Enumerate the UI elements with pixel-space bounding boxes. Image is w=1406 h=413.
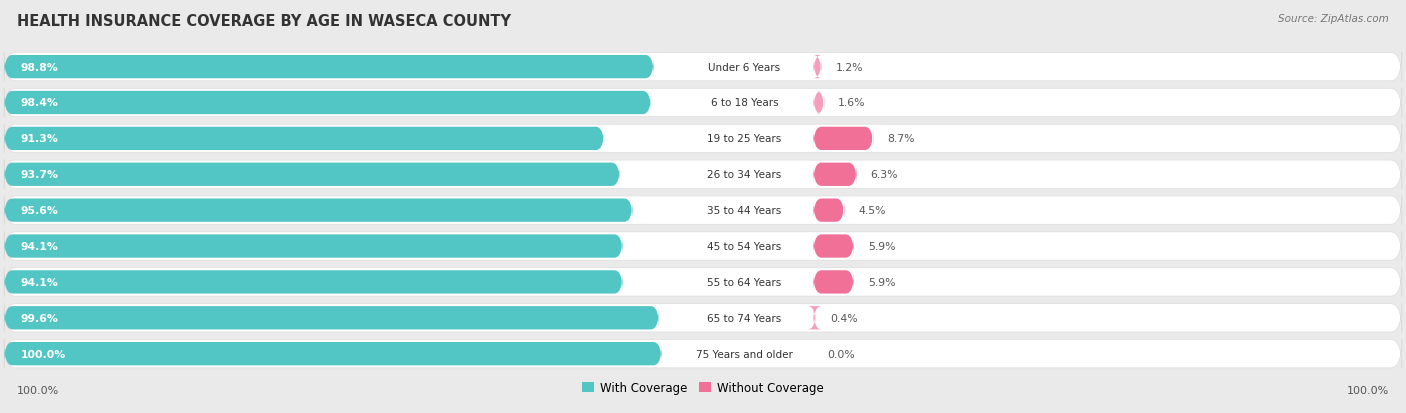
Text: 100.0%: 100.0%	[21, 349, 66, 359]
FancyBboxPatch shape	[813, 127, 873, 151]
FancyBboxPatch shape	[4, 160, 1402, 189]
Text: 4.5%: 4.5%	[858, 206, 886, 216]
Text: 5.9%: 5.9%	[868, 277, 896, 287]
Text: Under 6 Years: Under 6 Years	[709, 62, 780, 72]
FancyBboxPatch shape	[4, 125, 1402, 154]
FancyBboxPatch shape	[4, 304, 1402, 332]
Text: 35 to 44 Years: 35 to 44 Years	[707, 206, 782, 216]
Text: 6 to 18 Years: 6 to 18 Years	[710, 98, 778, 108]
Text: 0.0%: 0.0%	[827, 349, 855, 359]
FancyBboxPatch shape	[4, 89, 1402, 118]
Text: 100.0%: 100.0%	[17, 385, 59, 395]
Text: 94.1%: 94.1%	[21, 242, 59, 252]
FancyBboxPatch shape	[4, 92, 651, 115]
Text: 91.3%: 91.3%	[21, 134, 59, 144]
FancyBboxPatch shape	[4, 232, 1402, 261]
FancyBboxPatch shape	[813, 235, 853, 258]
FancyBboxPatch shape	[4, 268, 1402, 297]
FancyBboxPatch shape	[808, 306, 821, 330]
FancyBboxPatch shape	[4, 271, 623, 294]
FancyBboxPatch shape	[4, 196, 1402, 225]
FancyBboxPatch shape	[4, 53, 1402, 82]
Text: 98.8%: 98.8%	[21, 62, 59, 72]
FancyBboxPatch shape	[4, 199, 633, 222]
Text: 0.4%: 0.4%	[830, 313, 858, 323]
Text: 6.3%: 6.3%	[870, 170, 898, 180]
Text: 8.7%: 8.7%	[887, 134, 914, 144]
Legend: With Coverage, Without Coverage: With Coverage, Without Coverage	[578, 377, 828, 399]
FancyBboxPatch shape	[813, 199, 844, 222]
Text: 93.7%: 93.7%	[21, 170, 59, 180]
Text: 75 Years and older: 75 Years and older	[696, 349, 793, 359]
FancyBboxPatch shape	[4, 163, 620, 187]
Text: 65 to 74 Years: 65 to 74 Years	[707, 313, 782, 323]
Text: 26 to 34 Years: 26 to 34 Years	[707, 170, 782, 180]
FancyBboxPatch shape	[4, 235, 623, 258]
FancyBboxPatch shape	[4, 342, 662, 366]
Text: 5.9%: 5.9%	[868, 242, 896, 252]
FancyBboxPatch shape	[813, 163, 856, 187]
Text: 99.6%: 99.6%	[21, 313, 59, 323]
Text: 45 to 54 Years: 45 to 54 Years	[707, 242, 782, 252]
FancyBboxPatch shape	[4, 127, 605, 151]
Text: HEALTH INSURANCE COVERAGE BY AGE IN WASECA COUNTY: HEALTH INSURANCE COVERAGE BY AGE IN WASE…	[17, 14, 510, 29]
Text: 1.6%: 1.6%	[838, 98, 866, 108]
Text: 55 to 64 Years: 55 to 64 Years	[707, 277, 782, 287]
FancyBboxPatch shape	[4, 339, 1402, 368]
Text: 100.0%: 100.0%	[1347, 385, 1389, 395]
FancyBboxPatch shape	[4, 56, 654, 79]
FancyBboxPatch shape	[813, 92, 824, 115]
Text: 98.4%: 98.4%	[21, 98, 59, 108]
FancyBboxPatch shape	[813, 271, 853, 294]
Text: 95.6%: 95.6%	[21, 206, 59, 216]
Text: 94.1%: 94.1%	[21, 277, 59, 287]
Text: Source: ZipAtlas.com: Source: ZipAtlas.com	[1278, 14, 1389, 24]
Text: 19 to 25 Years: 19 to 25 Years	[707, 134, 782, 144]
FancyBboxPatch shape	[4, 306, 659, 330]
Text: 1.2%: 1.2%	[835, 62, 863, 72]
FancyBboxPatch shape	[813, 56, 821, 79]
